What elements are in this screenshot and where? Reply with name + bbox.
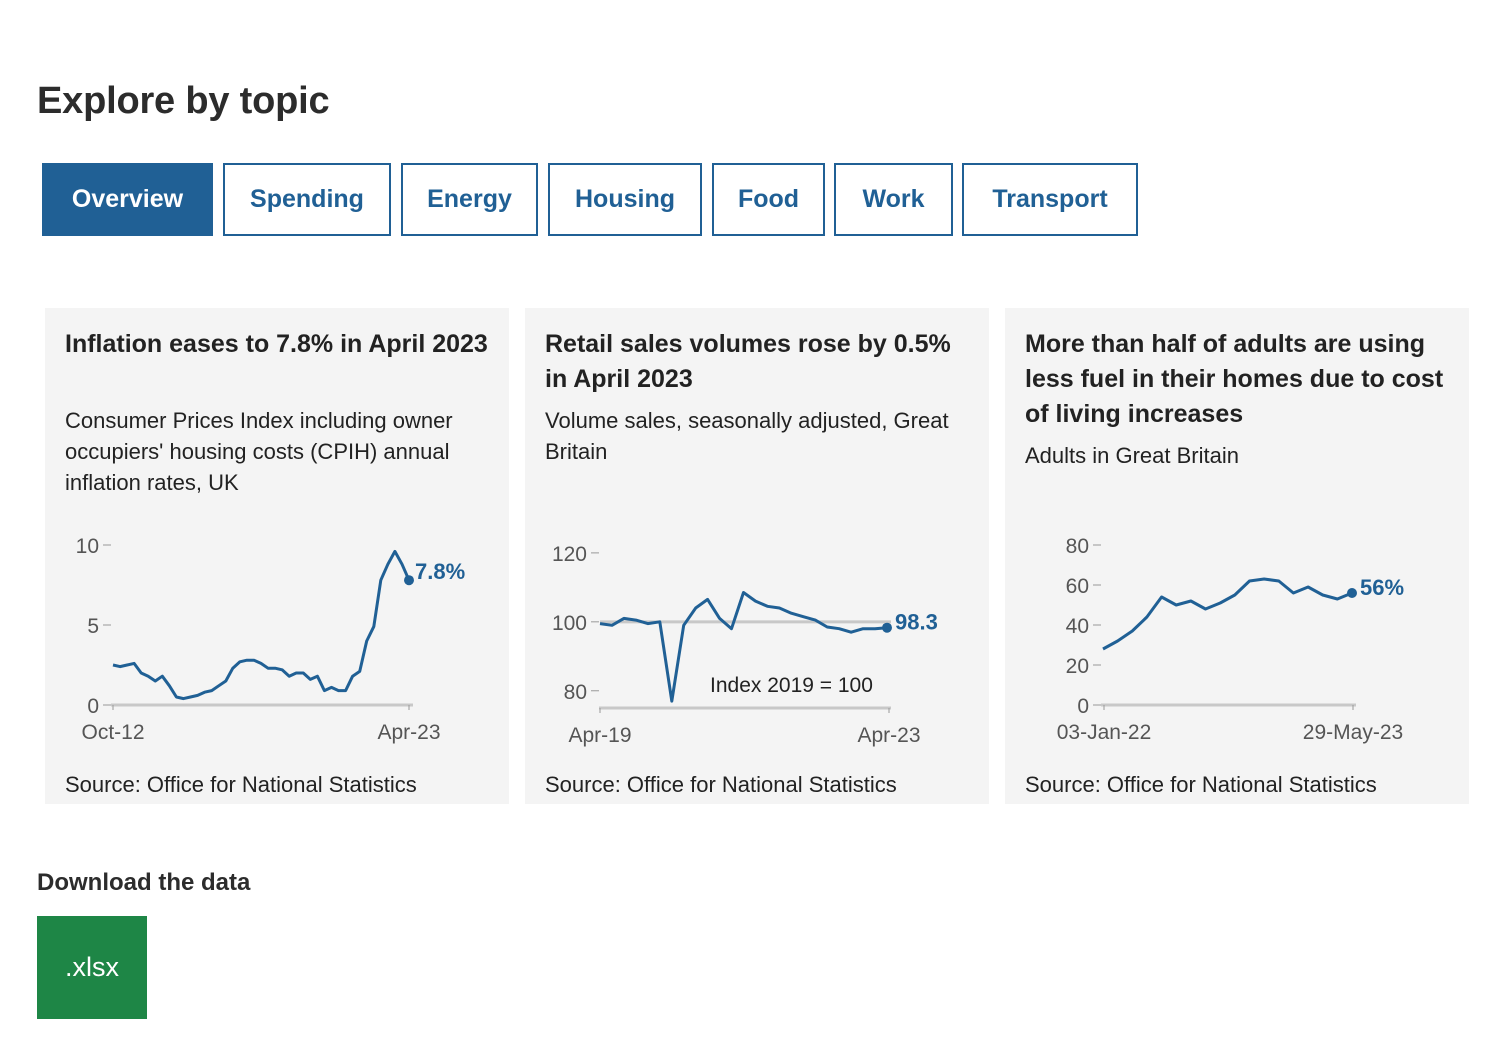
x-tick-label: 29-May-23 <box>1303 721 1403 744</box>
y-tick-label: 0 <box>1077 695 1089 718</box>
retail-chart: 80 100 120 Apr-19 Apr-23 98.3 Index 2019 = 100 <box>552 543 938 747</box>
download-xlsx-button[interactable]: .xlsx <box>37 916 147 1019</box>
tab-spending[interactable]: Spending <box>223 163 391 236</box>
chart-card-retail: Retail sales volumes rose by 0.5% in Apr… <box>525 308 989 804</box>
end-value-label: 7.8% <box>415 559 465 584</box>
y-tick-label: 60 <box>1066 575 1089 598</box>
chart-annotation: Index 2019 = 100 <box>710 674 873 697</box>
tab-food[interactable]: Food <box>712 163 825 236</box>
end-point-marker <box>882 622 892 633</box>
series-line <box>599 591 888 703</box>
card-source: Source: Office for National Statistics <box>65 772 417 797</box>
end-point-marker <box>1347 588 1357 598</box>
series-line <box>1102 577 1353 651</box>
x-tick-label: Apr-23 <box>857 724 920 747</box>
y-tick-label: 100 <box>552 612 587 635</box>
y-tick-label: 80 <box>1066 535 1089 558</box>
y-tick-label: 20 <box>1066 655 1089 678</box>
x-tick-label: Apr-23 <box>377 721 440 744</box>
card-source: Source: Office for National Statistics <box>1025 772 1377 797</box>
x-tick-label: Oct-12 <box>81 721 144 744</box>
end-value-label: 56% <box>1360 575 1404 600</box>
x-tick-label: Apr-19 <box>568 724 631 747</box>
inflation-chart: 0 5 10 Oct-12 Apr-23 7.8% <box>76 535 466 744</box>
card-source: Source: Office for National Statistics <box>545 772 897 797</box>
chart-card-inflation: Inflation eases to 7.8% in April 2023 Co… <box>45 308 509 804</box>
tab-work[interactable]: Work <box>834 163 953 236</box>
chart-card-fuel: More than half of adults are using less … <box>1005 308 1469 804</box>
tab-overview[interactable]: Overview <box>42 163 213 236</box>
tab-energy[interactable]: Energy <box>401 163 538 236</box>
fuel-chart: 0 20 40 60 80 03-Jan-22 29-May-23 56% <box>1057 535 1404 744</box>
card-subtitle: Consumer Prices Index including owner oc… <box>65 408 453 495</box>
card-title: Inflation eases to 7.8% in April 2023 <box>65 330 488 358</box>
y-tick-label: 10 <box>76 535 99 558</box>
card-subtitle: Volume sales, seasonally adjusted, Great… <box>545 408 949 464</box>
y-tick-label: 80 <box>564 681 587 704</box>
card-title: Retail sales volumes rose by 0.5% in Apr… <box>545 330 951 393</box>
download-heading: Download the data <box>37 869 251 896</box>
tab-housing[interactable]: Housing <box>548 163 702 236</box>
y-tick-label: 40 <box>1066 615 1089 638</box>
end-value-label: 98.3 <box>895 610 938 635</box>
x-tick-label: 03-Jan-22 <box>1057 721 1152 744</box>
y-tick-label: 0 <box>87 695 99 718</box>
card-title: More than half of adults are using less … <box>1025 330 1444 428</box>
y-tick-label: 5 <box>87 615 99 638</box>
card-subtitle: Adults in Great Britain <box>1025 443 1239 468</box>
end-point-marker <box>404 575 414 586</box>
series-line <box>112 549 411 701</box>
page-title: Explore by topic <box>37 80 330 122</box>
y-tick-label: 120 <box>552 543 587 566</box>
tab-transport[interactable]: Transport <box>962 163 1138 236</box>
